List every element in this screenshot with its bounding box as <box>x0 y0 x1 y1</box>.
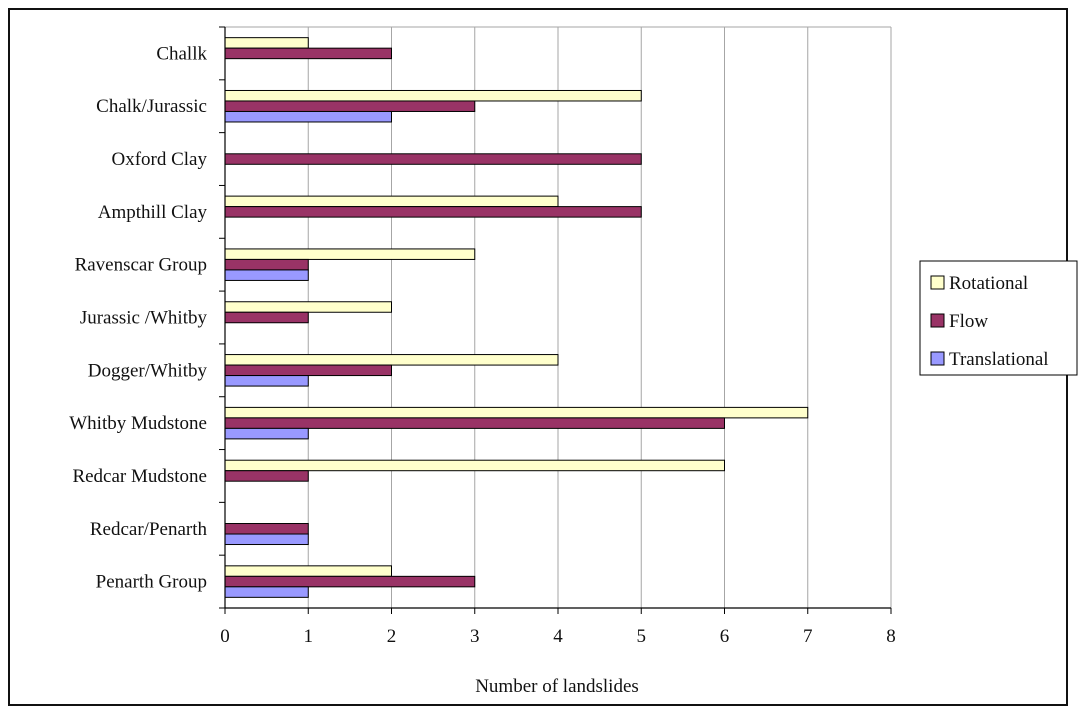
bar-flow-1 <box>224 47 392 60</box>
bar-rotational-7 <box>224 354 559 366</box>
bar-flow-8 <box>224 417 725 429</box>
x-tick-label: 6 <box>720 626 730 647</box>
category-label: Redcar/Penarth <box>90 519 208 540</box>
bar-flow-5 <box>224 258 309 271</box>
bar-translational-7 <box>224 375 309 387</box>
bar-flow-3 <box>224 153 642 165</box>
legend-label-flow: Flow <box>949 311 988 332</box>
legend-swatch-flow <box>930 313 945 328</box>
axes <box>219 26 892 614</box>
bar-rotational-5 <box>224 248 476 260</box>
x-tick-label: 8 <box>886 626 896 647</box>
legend-label-rotational: Rotational <box>949 273 1028 294</box>
bar-flow-9 <box>224 470 309 482</box>
category-label: Chalk/Jurassic <box>96 96 207 117</box>
category-labels: Challk Chalk/Jurassic Oxford Clay Ampthill … <box>69 43 207 592</box>
bar-translational-10 <box>224 533 309 546</box>
bar-translational-8 <box>224 427 309 440</box>
x-tick-label: 4 <box>553 626 563 647</box>
category-label: Whitby Mudstone <box>69 413 207 434</box>
bar-flow-6 <box>224 311 309 324</box>
legend: Rotational Flow Translational <box>919 260 1078 376</box>
legend-label-translational: Translational <box>949 349 1049 370</box>
legend-box <box>919 260 1078 376</box>
bar-flow-11 <box>224 575 476 588</box>
bar-rotational-2 <box>224 89 642 102</box>
category-label: Ravenscar Group <box>75 255 207 276</box>
legend-swatch-translational <box>930 351 945 366</box>
bar-rotational-4 <box>224 195 559 208</box>
category-label: Ampthill Clay <box>98 202 208 223</box>
bar-translational-5 <box>224 269 309 281</box>
bar-translational-2 <box>224 110 392 123</box>
category-label: Challk <box>156 43 207 64</box>
x-tick-label: 1 <box>304 626 314 647</box>
legend-swatch-rotational <box>930 275 945 290</box>
bar-translational-11 <box>224 586 309 598</box>
bar-rotational-6 <box>224 301 392 313</box>
bar-rotational-9 <box>224 459 725 472</box>
bar-flow-7 <box>224 364 392 377</box>
category-label: Redcar Mudstone <box>72 466 207 487</box>
bar-rotational-11 <box>224 565 392 577</box>
x-tick-label: 5 <box>637 626 647 647</box>
x-tick-label: 0 <box>220 626 230 647</box>
x-tick-label: 7 <box>803 626 813 647</box>
category-label: Jurassic /Whitby <box>80 308 208 329</box>
category-label: Dogger/Whitby <box>88 360 208 381</box>
bar-flow-4 <box>224 206 642 218</box>
bar-rotational-1 <box>224 37 309 49</box>
category-label: Penarth Group <box>96 572 207 593</box>
x-tick-label: 2 <box>387 626 397 647</box>
x-axis-title: Number of landslides <box>475 676 639 697</box>
bar-flow-2 <box>224 100 476 112</box>
bars <box>224 37 809 598</box>
x-tick-labels: 0 1 2 3 4 5 6 7 8 <box>220 626 896 647</box>
x-tick-label: 3 <box>470 626 480 647</box>
bar-flow-10 <box>224 523 309 535</box>
category-label: Oxford Clay <box>111 149 207 170</box>
bar-rotational-8 <box>224 406 809 419</box>
